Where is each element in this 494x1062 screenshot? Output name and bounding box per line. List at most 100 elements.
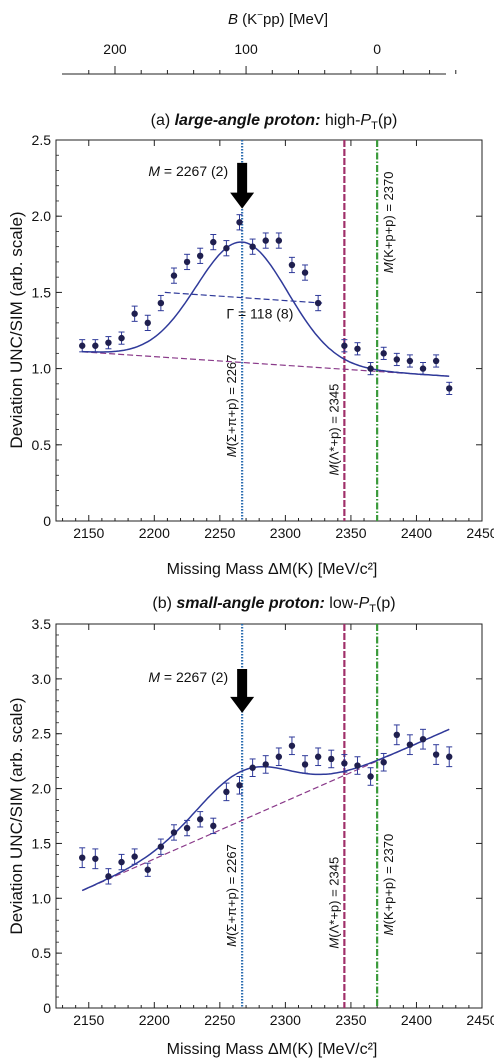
data-point bbox=[419, 736, 427, 743]
y-tick-label: 0 bbox=[43, 513, 51, 529]
y-tick-label: 1.0 bbox=[32, 890, 52, 906]
data-point bbox=[236, 782, 243, 789]
panel-a-xlabel: Missing Mass ΔM(K) [MeV/c²] bbox=[167, 561, 378, 578]
data-point bbox=[301, 761, 309, 768]
data-point bbox=[170, 829, 178, 836]
data-point bbox=[275, 237, 283, 244]
data-point bbox=[131, 310, 138, 317]
data-point bbox=[406, 357, 414, 365]
data-point bbox=[249, 243, 256, 250]
data-point bbox=[79, 854, 86, 861]
data-point bbox=[314, 299, 322, 307]
x-tick-label: 2300 bbox=[270, 1012, 301, 1028]
data-point bbox=[183, 824, 191, 832]
fit-curve bbox=[82, 241, 450, 377]
panel-a-title: (a) large-angle proton: high-PT(p) bbox=[151, 112, 398, 132]
data-point bbox=[354, 762, 361, 769]
peak-arrow-label: M = 2267 (2) bbox=[148, 669, 228, 685]
top-axis-tick-label: 100 bbox=[234, 41, 258, 57]
y-tick-label: 0 bbox=[43, 1000, 51, 1016]
data-point bbox=[367, 365, 374, 372]
panel-b-xlabel: Missing Mass ΔM(K) [MeV/c²] bbox=[167, 1041, 378, 1058]
reference-line-label: M(K+p+p) = 2370 bbox=[381, 834, 396, 936]
panel-b-frame bbox=[55, 623, 483, 1009]
data-point bbox=[170, 272, 178, 279]
data-point bbox=[92, 342, 99, 349]
data-point bbox=[419, 365, 427, 372]
panel-a-frame bbox=[55, 139, 483, 522]
reference-line-label: M(K+p+p) = 2370 bbox=[381, 172, 396, 274]
data-point bbox=[105, 339, 112, 346]
panel-b-title: (b) small-angle proton: low-PT(p) bbox=[152, 595, 395, 615]
data-point bbox=[262, 761, 269, 768]
data-point bbox=[288, 742, 296, 749]
panel-a-plot: 2150 2200 2250 2300 2350 2400 2450 0 0.5 1.0 1.5 2.… bbox=[32, 132, 494, 541]
y-tick-label: 0.5 bbox=[32, 437, 52, 453]
data-point bbox=[157, 299, 165, 307]
x-tick-label: 2350 bbox=[335, 525, 366, 541]
data-point bbox=[314, 753, 322, 760]
data-point bbox=[380, 350, 387, 357]
y-tick-label: 2.5 bbox=[32, 726, 52, 742]
data-point bbox=[406, 741, 414, 748]
y-tick-label: 1.0 bbox=[32, 361, 52, 377]
data-point bbox=[262, 237, 269, 244]
width-label: Γ = 118 (8) bbox=[226, 305, 293, 321]
y-tick-label: 3.5 bbox=[32, 616, 52, 632]
data-point bbox=[92, 855, 99, 862]
x-tick-label: 2300 bbox=[270, 525, 301, 541]
data-point bbox=[432, 357, 440, 365]
data-point bbox=[446, 753, 453, 760]
data-point bbox=[144, 866, 151, 873]
data-point bbox=[210, 822, 217, 830]
data-point bbox=[196, 816, 204, 823]
data-point bbox=[393, 731, 400, 739]
top-axis-title: B (K−pp) [MeV] bbox=[228, 10, 328, 28]
y-tick-label: 3.0 bbox=[32, 671, 52, 687]
data-point bbox=[157, 843, 165, 850]
data-point bbox=[341, 342, 348, 349]
y-tick-label: 1.5 bbox=[32, 835, 52, 851]
data-point bbox=[341, 760, 348, 767]
data-point bbox=[236, 219, 243, 226]
data-point bbox=[183, 258, 191, 266]
panel-b: (b) small-angle proton: low-PT(p) 2150 22… bbox=[7, 595, 494, 1058]
y-tick-label: 2.0 bbox=[32, 781, 52, 797]
x-tick-label: 2200 bbox=[139, 525, 170, 541]
panel-a-ylabel: Deviation UNC/SIM (arb. scale) bbox=[7, 211, 26, 448]
x-tick-label: 2350 bbox=[335, 1012, 366, 1028]
panel-b-ylabel: Deviation UNC/SIM (arb. scale) bbox=[7, 697, 26, 934]
data-point bbox=[196, 252, 204, 260]
data-point bbox=[328, 755, 335, 763]
reference-line-label: M(Λ*+p) = 2345 bbox=[326, 857, 341, 949]
data-point bbox=[118, 334, 125, 342]
data-point bbox=[380, 759, 387, 766]
data-point bbox=[79, 342, 86, 349]
top-axis-tick-label: 200 bbox=[103, 41, 127, 57]
x-tick-label: 2250 bbox=[204, 525, 235, 541]
data-point bbox=[105, 873, 112, 880]
x-tick-label: 2400 bbox=[401, 525, 432, 541]
peak-arrow-label: M = 2267 (2) bbox=[148, 163, 228, 179]
x-tick-label: 2400 bbox=[401, 1012, 432, 1028]
data-point bbox=[118, 858, 125, 866]
panel-a: (a) large-angle proton: high-PT(p) 2150 2… bbox=[7, 112, 494, 578]
data-point bbox=[275, 753, 283, 760]
reference-line-label: M(Λ*+p) = 2345 bbox=[326, 384, 341, 476]
data-point bbox=[131, 853, 138, 860]
y-tick-label: 1.5 bbox=[32, 284, 52, 300]
width-segment bbox=[164, 291, 323, 304]
x-tick-label: 2450 bbox=[466, 1012, 494, 1028]
x-tick-label: 2150 bbox=[73, 525, 104, 541]
reference-line-label: M(Σ+π+p) = 2267 bbox=[224, 844, 239, 947]
data-point bbox=[249, 764, 256, 771]
data-point bbox=[223, 788, 230, 796]
data-point bbox=[432, 751, 440, 758]
data-point bbox=[144, 319, 151, 327]
y-tick-label: 0.5 bbox=[32, 945, 52, 961]
x-tick-label: 2450 bbox=[466, 525, 494, 541]
x-tick-label: 2150 bbox=[73, 1012, 104, 1028]
top-axis-ticks: 200 100 0 bbox=[62, 41, 457, 75]
y-tick-label: 2.5 bbox=[32, 132, 52, 148]
